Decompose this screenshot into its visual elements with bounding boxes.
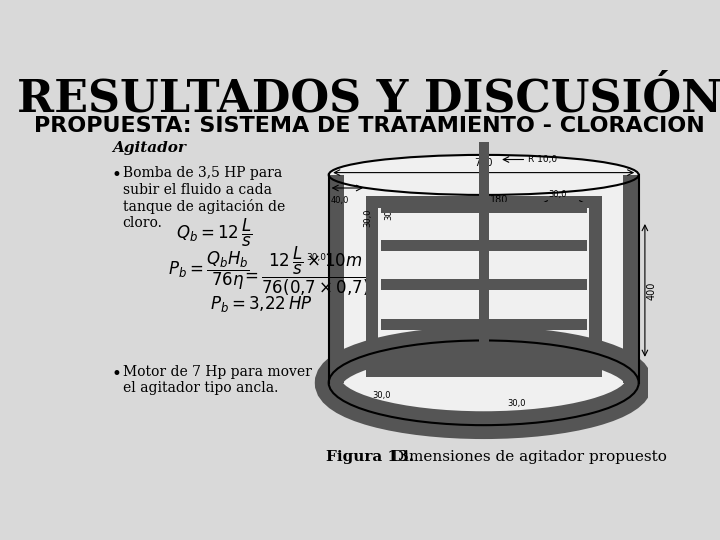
- Ellipse shape: [329, 155, 639, 195]
- Text: •: •: [112, 365, 122, 383]
- Text: 180: 180: [490, 194, 508, 205]
- Text: •: •: [112, 166, 122, 185]
- Bar: [479, 142, 489, 365]
- Text: Dimensiones de agitador propuesto: Dimensiones de agitador propuesto: [387, 450, 667, 464]
- Bar: [366, 195, 601, 208]
- Bar: [381, 279, 587, 289]
- Text: PROPUESTA: SISTEMA DE TRATAMIENTO - CLORACION: PROPUESTA: SISTEMA DE TRATAMIENTO - CLOR…: [34, 117, 704, 137]
- Text: 30,0: 30,0: [384, 202, 394, 220]
- Bar: [381, 202, 587, 213]
- Bar: [381, 240, 587, 251]
- Bar: [366, 195, 378, 365]
- Bar: [329, 175, 639, 383]
- Text: $Q_b = 12\,\dfrac{L}{s}$: $Q_b = 12\,\dfrac{L}{s}$: [176, 217, 252, 249]
- Text: 30,0: 30,0: [372, 392, 391, 400]
- Bar: [329, 175, 344, 383]
- Text: 700: 700: [474, 158, 493, 168]
- Text: 40,0: 40,0: [331, 195, 349, 205]
- Text: 30,0: 30,0: [307, 253, 326, 262]
- Ellipse shape: [329, 340, 639, 425]
- Text: $P_b = \dfrac{Q_b H_b}{76\eta}$: $P_b = \dfrac{Q_b H_b}{76\eta}$: [168, 250, 249, 292]
- Text: RESULTADOS Y DISCUSIÓN: RESULTADOS Y DISCUSIÓN: [17, 78, 720, 121]
- Text: Motor de 7 Hp para mover
el agitador tipo ancla.: Motor de 7 Hp para mover el agitador tip…: [122, 365, 312, 395]
- Text: 30,0: 30,0: [363, 208, 372, 226]
- Bar: [366, 353, 601, 377]
- Bar: [624, 175, 639, 383]
- Text: Bomba de 3,5 HP para
subir el fluido a cada
tanque de agitación de
cloro.: Bomba de 3,5 HP para subir el fluido a c…: [122, 166, 285, 230]
- Text: Figura 13.: Figura 13.: [326, 450, 415, 464]
- Text: 30,0: 30,0: [507, 399, 526, 408]
- Text: 400: 400: [647, 281, 657, 300]
- Text: Agitador: Agitador: [112, 141, 186, 155]
- Bar: [381, 319, 587, 330]
- Text: R 10,0: R 10,0: [528, 155, 557, 164]
- Text: $P_b = 3{,}22\,HP$: $P_b = 3{,}22\,HP$: [210, 294, 312, 314]
- Text: 30,0: 30,0: [548, 190, 567, 199]
- Bar: [589, 195, 601, 365]
- Text: $= \dfrac{12\,\dfrac{L}{s} \times 10m}{76(0{,}7 \times 0{,}7)}$: $= \dfrac{12\,\dfrac{L}{s} \times 10m}{7…: [241, 245, 371, 298]
